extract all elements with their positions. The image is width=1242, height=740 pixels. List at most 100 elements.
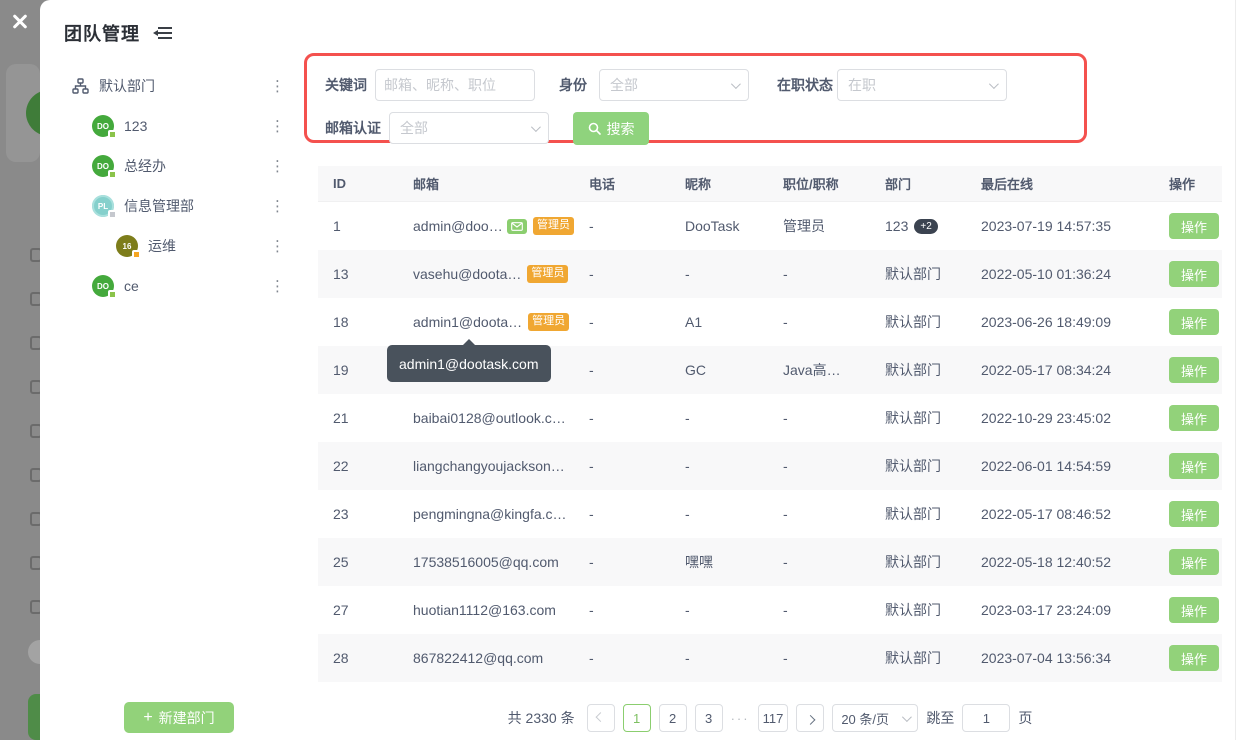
email-verify-label: 邮箱认证 [325, 120, 381, 136]
sidebar-item-general-office[interactable]: DO 总经办 ⋮ [72, 146, 285, 186]
col-header-nickname: 昵称 [685, 177, 712, 192]
sidebar-item-label: 123 [124, 118, 148, 134]
col-header-department: 部门 [885, 177, 912, 192]
page-size-select[interactable]: 20 条/页 [832, 704, 919, 732]
email-text: 867822412@qq.com [413, 650, 544, 666]
add-department-button[interactable]: + 新建部门 [124, 702, 234, 733]
email-tooltip: admin1@dootask.com [387, 345, 551, 382]
page-button-2[interactable]: 2 [658, 704, 687, 732]
table-row: 13 vasehu@doota… 管理员 - - - 默认部门 2022-05-… [318, 250, 1222, 298]
more-menu-icon[interactable]: ⋮ [270, 278, 285, 295]
jump-page-input[interactable] [962, 704, 1011, 732]
employment-status-label: 在职状态 [777, 77, 833, 93]
avatar: PL [92, 195, 117, 219]
plus-icon: + [143, 708, 153, 726]
avatar: DO [92, 275, 117, 299]
avatar: 16 [116, 235, 141, 259]
col-header-phone: 电话 [589, 177, 616, 192]
chevron-down-icon [988, 78, 999, 89]
row-action-button[interactable]: 操作 [1169, 501, 1219, 527]
row-action-button[interactable]: 操作 [1169, 213, 1219, 239]
chevron-right-icon [805, 714, 816, 725]
extra-departments-pill: +2 [914, 218, 938, 234]
email-text: pengmingna@kingfa.c… [413, 506, 567, 522]
close-icon[interactable] [9, 10, 31, 32]
sidebar-item-ops[interactable]: 16 运维 ⋮ [72, 226, 285, 266]
background-overlay [0, 0, 72, 740]
team-management-modal: 团队管理 默认部门 ⋮ DO [40, 0, 1242, 740]
email-text: 17538516005@qq.com [413, 554, 559, 570]
row-action-button[interactable]: 操作 [1169, 549, 1219, 575]
sidebar-item-root-department[interactable]: 默认部门 ⋮ [72, 66, 285, 106]
row-action-button[interactable]: 操作 [1169, 357, 1219, 383]
row-action-button[interactable]: 操作 [1169, 597, 1219, 623]
keyword-label: 关键词 [325, 77, 367, 93]
more-menu-icon[interactable]: ⋮ [270, 78, 285, 95]
row-action-button[interactable]: 操作 [1169, 309, 1219, 335]
total-count: 共 2330 条 [507, 710, 575, 726]
pagination-ellipsis: ··· [730, 710, 750, 726]
page-button-3[interactable]: 3 [694, 704, 723, 732]
table-row: 23 pengmingna@kingfa.c… - - - 默认部门 2022-… [318, 490, 1222, 538]
email-verify-select[interactable]: 全部 [389, 112, 549, 144]
sidebar-item-ce[interactable]: DO ce ⋮ [72, 266, 285, 306]
table-row: 21 baibai0128@outlook.c… - - - 默认部门 2022… [318, 394, 1222, 442]
modal-edge-divider [1235, 0, 1236, 740]
sidebar-item-label: 信息管理部 [124, 198, 194, 214]
row-action-button[interactable]: 操作 [1169, 261, 1219, 287]
jump-to-label: 跳至 [926, 710, 955, 726]
page-suffix-label: 页 [1018, 710, 1033, 726]
sidebar-item-info-dept[interactable]: PL 信息管理部 ⋮ [72, 186, 285, 226]
status-badge [132, 250, 141, 259]
search-button[interactable]: 搜索 [573, 112, 649, 145]
org-chart-icon [72, 78, 89, 94]
pagination: 共 2330 条 1 2 3 ··· 117 20 条/页 跳至 页 [318, 700, 1222, 736]
prev-page-button[interactable] [586, 704, 615, 732]
page-button-1[interactable]: 1 [622, 704, 651, 732]
table-row: 1 admin@doo… 管理员 - DooTask 管理员 123 +2 20… [318, 202, 1222, 250]
table-row: 28 867822412@qq.com - - - 默认部门 2023-07-0… [318, 634, 1222, 682]
identity-select[interactable]: 全部 [599, 69, 749, 101]
email-text: baibai0128@outlook.c… [413, 410, 566, 426]
chevron-left-icon [595, 711, 606, 722]
chevron-down-icon [530, 121, 541, 132]
search-icon [588, 122, 601, 135]
admin-badge: 管理员 [528, 313, 570, 331]
employment-status-select[interactable]: 在职 [837, 69, 1007, 101]
status-badge [108, 130, 117, 139]
collapse-menu-icon[interactable] [153, 25, 173, 41]
email-text: vasehu@doota… [413, 266, 522, 282]
more-menu-icon[interactable]: ⋮ [270, 198, 285, 215]
email-text: admin1@doota… [413, 314, 523, 330]
members-table: ID 邮箱 电话 昵称 职位/职称 部门 最后在线 操作 1 admin@doo… [318, 166, 1222, 682]
row-action-button[interactable]: 操作 [1169, 453, 1219, 479]
status-badge [108, 210, 117, 219]
page-title: 团队管理 [64, 24, 140, 44]
table-row: 27 huotian1112@163.com - - - 默认部门 2023-0… [318, 586, 1222, 634]
admin-badge: 管理员 [533, 217, 574, 235]
more-menu-icon[interactable]: ⋮ [270, 118, 285, 135]
sidebar-item-123[interactable]: DO 123 ⋮ [72, 106, 285, 146]
sidebar-item-label: 总经办 [124, 158, 166, 174]
keyword-input[interactable] [375, 69, 535, 101]
col-header-actions: 操作 [1169, 177, 1196, 192]
status-badge [108, 290, 117, 299]
row-action-button[interactable]: 操作 [1169, 645, 1219, 671]
col-header-email: 邮箱 [413, 177, 440, 192]
filter-panel-highlighted: 关键词 身份 全部 在职状态 在职 邮箱认证 全部 搜索 [304, 53, 1087, 145]
more-menu-icon[interactable]: ⋮ [270, 238, 285, 255]
more-menu-icon[interactable]: ⋮ [270, 158, 285, 175]
table-row: 25 17538516005@qq.com - 嘿嘿 - 默认部门 2022-0… [318, 538, 1222, 586]
email-text: huotian1112@163.com [413, 602, 556, 618]
next-page-button[interactable] [796, 704, 825, 732]
sidebar-item-label: 运维 [148, 238, 176, 254]
page-button-last[interactable]: 117 [757, 704, 789, 732]
status-badge [108, 170, 117, 179]
avatar: DO [92, 155, 117, 179]
department-tree: 默认部门 ⋮ DO 123 ⋮ DO 总经办 ⋮ PL 信息管理部 [72, 66, 285, 306]
email-text: liangchangyoujackson… [413, 458, 565, 474]
admin-badge: 管理员 [527, 265, 569, 283]
row-action-button[interactable]: 操作 [1169, 405, 1219, 431]
email-text: admin@doo… [413, 218, 501, 234]
avatar: DO [92, 115, 117, 139]
